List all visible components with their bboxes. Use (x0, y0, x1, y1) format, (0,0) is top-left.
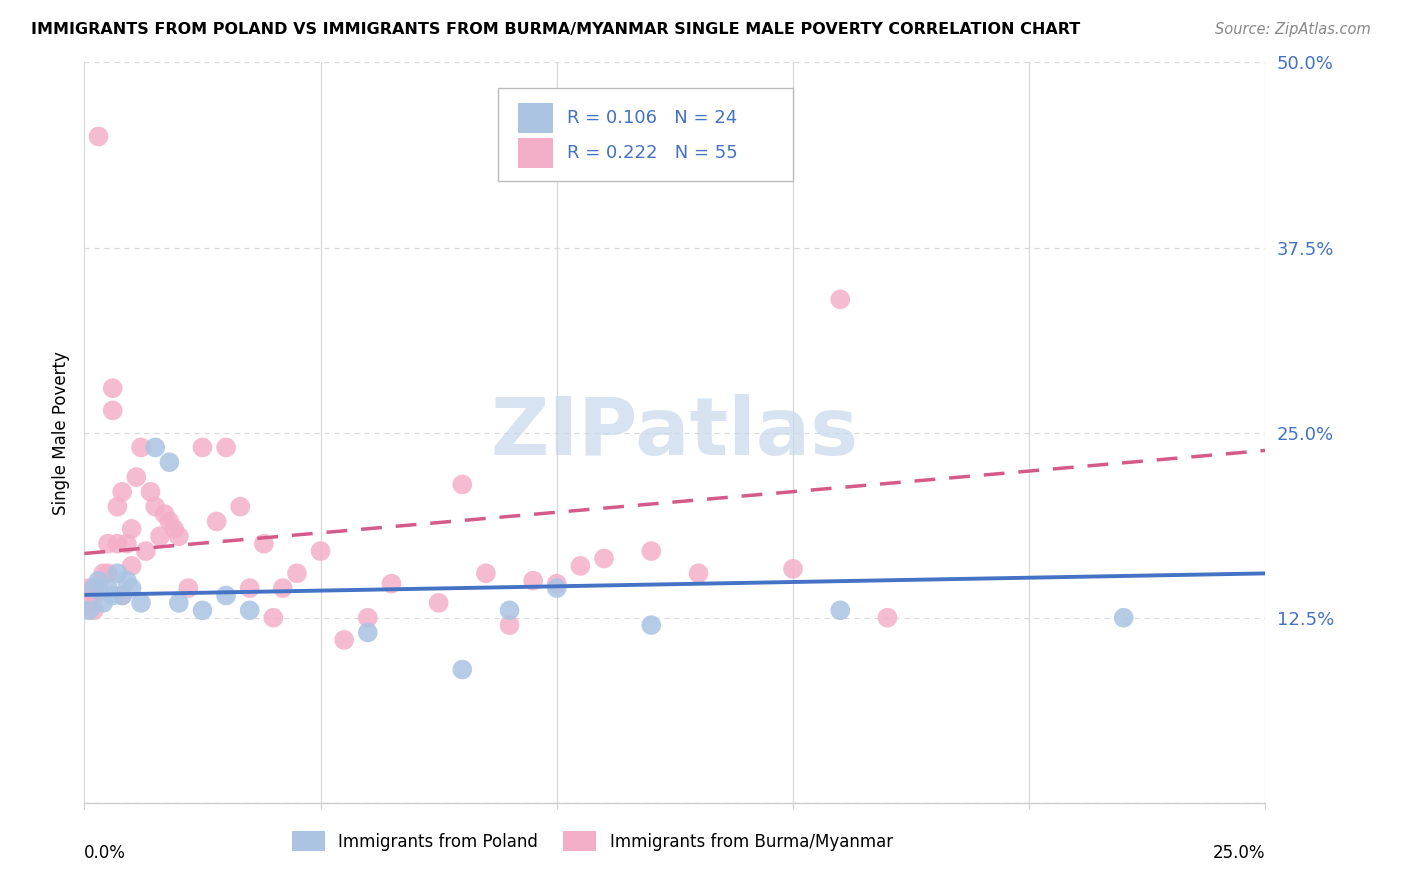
Point (101, 403, 124, 417)
Point (101, 381, 124, 395)
Point (271, 581, 294, 595)
Point (97, 536, 120, 550)
Point (380, 576, 402, 591)
Text: Source: ZipAtlas.com: Source: ZipAtlas.com (1215, 22, 1371, 37)
Point (129, 596, 152, 610)
Point (101, 589, 124, 603)
Point (77, 603, 100, 617)
Point (830, 603, 852, 617)
Point (427, 596, 450, 610)
Y-axis label: Single Male Poverty: Single Male Poverty (52, 351, 70, 515)
Point (593, 551, 616, 566)
Point (229, 500, 252, 514)
Point (253, 536, 276, 550)
Point (157, 515, 180, 529)
Point (107, 536, 129, 550)
Point (191, 603, 214, 617)
Point (239, 581, 262, 595)
Point (107, 566, 129, 581)
Point (333, 632, 356, 647)
Point (121, 522, 143, 536)
Point (91, 596, 114, 610)
Point (1112, 610, 1135, 624)
FancyBboxPatch shape (498, 88, 793, 181)
Point (157, 455, 180, 469)
Point (830, 293, 852, 307)
Point (77, 581, 100, 595)
Point (153, 507, 176, 521)
Point (167, 596, 190, 610)
Point (87, 129, 110, 144)
Point (451, 663, 474, 677)
Point (129, 441, 152, 455)
Point (357, 610, 380, 624)
Point (357, 625, 380, 640)
Point (135, 544, 157, 558)
Text: R = 0.222   N = 55: R = 0.222 N = 55 (568, 144, 738, 161)
Point (498, 603, 520, 617)
Point (205, 515, 228, 529)
Point (83, 603, 105, 617)
Point (143, 500, 166, 514)
Point (475, 566, 498, 581)
Point (782, 562, 804, 576)
Point (688, 566, 710, 581)
Point (121, 581, 143, 595)
Point (83, 589, 105, 603)
Point (111, 589, 134, 603)
Point (107, 500, 129, 514)
Text: 0.0%: 0.0% (84, 844, 127, 862)
Point (91, 566, 114, 581)
Point (309, 544, 332, 558)
Point (125, 470, 148, 484)
Point (215, 589, 238, 603)
Point (149, 529, 172, 543)
Point (546, 576, 568, 591)
Point (111, 484, 134, 499)
Point (115, 536, 138, 550)
Point (139, 484, 162, 499)
Point (111, 589, 134, 603)
Point (640, 544, 662, 558)
Point (115, 574, 138, 588)
Point (451, 477, 474, 491)
Text: R = 0.106   N = 24: R = 0.106 N = 24 (568, 109, 738, 127)
Text: 25.0%: 25.0% (1213, 844, 1265, 862)
Point (97, 566, 120, 581)
Point (163, 522, 186, 536)
Point (87, 574, 110, 588)
Point (87, 581, 110, 595)
Point (83, 581, 105, 595)
Point (97, 581, 120, 595)
Point (215, 441, 238, 455)
Point (876, 610, 898, 624)
Point (121, 558, 143, 573)
Point (262, 610, 284, 624)
Bar (517, 103, 553, 133)
Point (77, 596, 100, 610)
Point (546, 581, 568, 595)
Point (143, 441, 166, 455)
Point (640, 618, 662, 632)
Point (569, 558, 592, 573)
Point (239, 603, 262, 617)
Text: ZIPatlas: ZIPatlas (491, 393, 859, 472)
Bar (517, 138, 553, 168)
Point (191, 441, 214, 455)
Point (167, 529, 190, 543)
Point (522, 574, 544, 588)
Point (498, 618, 520, 632)
Point (285, 566, 308, 581)
Legend: Immigrants from Poland, Immigrants from Burma/Myanmar: Immigrants from Poland, Immigrants from … (285, 825, 900, 857)
Text: IMMIGRANTS FROM POLAND VS IMMIGRANTS FROM BURMA/MYANMAR SINGLE MALE POVERTY CORR: IMMIGRANTS FROM POLAND VS IMMIGRANTS FRO… (31, 22, 1080, 37)
Point (177, 581, 200, 595)
